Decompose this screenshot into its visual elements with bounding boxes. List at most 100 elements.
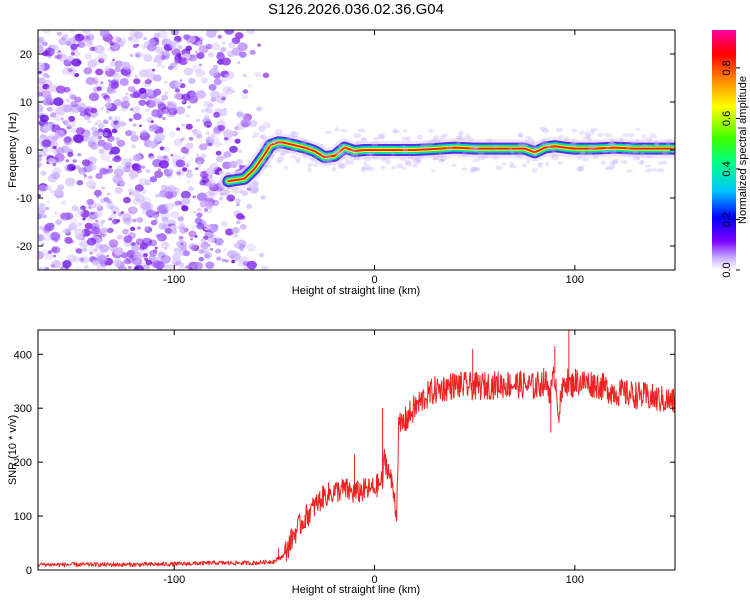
noise-blob bbox=[218, 170, 224, 175]
ridge-noise-blob bbox=[558, 135, 564, 139]
noise-blob bbox=[163, 247, 168, 251]
noise-blob bbox=[47, 174, 58, 183]
noise-blob bbox=[84, 175, 88, 179]
ridge-noise-blob bbox=[391, 165, 396, 170]
ridge-noise-blob bbox=[578, 130, 585, 135]
noise-blob bbox=[62, 33, 69, 39]
noise-blob bbox=[163, 264, 170, 269]
noise-blob bbox=[156, 62, 163, 68]
ridge-noise-blob bbox=[370, 141, 379, 147]
noise-blob bbox=[222, 129, 234, 138]
noise-blob bbox=[38, 161, 43, 168]
ridge-noise-blob bbox=[432, 135, 439, 139]
noise-blob bbox=[136, 217, 144, 223]
noise-blob bbox=[38, 266, 45, 270]
noise-blob bbox=[84, 39, 94, 48]
ridge-noise-blob bbox=[509, 164, 517, 169]
ridge-noise-blob bbox=[276, 159, 282, 164]
ridge-noise-blob bbox=[587, 137, 593, 142]
ridge-noise-blob bbox=[276, 145, 285, 149]
ridge-noise-blob bbox=[348, 160, 355, 166]
noise-blob bbox=[170, 30, 179, 36]
noise-blob bbox=[149, 125, 153, 128]
ridge-noise-blob bbox=[464, 133, 471, 139]
x-tick-label: 0 bbox=[371, 274, 377, 286]
noise-blob bbox=[161, 94, 169, 101]
ridge-noise-blob bbox=[368, 151, 375, 157]
ridge-noise-blob bbox=[571, 128, 578, 133]
noise-blob bbox=[138, 87, 147, 94]
ridge-noise-blob bbox=[390, 150, 396, 156]
noise-blob bbox=[180, 190, 191, 200]
snr-x-axis-title: Height of straight line (km) bbox=[292, 584, 420, 596]
ridge-noise-blob bbox=[456, 141, 461, 145]
noise-blob bbox=[100, 233, 106, 238]
ridge-noise-blob bbox=[283, 149, 291, 155]
noise-blob bbox=[214, 141, 222, 148]
noise-blob bbox=[200, 108, 206, 114]
spectrogram-ridge bbox=[219, 126, 675, 191]
noise-blob bbox=[163, 168, 169, 174]
noise-blob bbox=[44, 252, 54, 260]
ridge-noise-blob bbox=[295, 159, 301, 164]
ridge-noise-blob bbox=[663, 160, 668, 165]
noise-blob bbox=[238, 149, 243, 154]
noise-blob bbox=[174, 200, 182, 206]
ridge-noise-blob bbox=[392, 128, 398, 134]
ridge-noise-blob bbox=[438, 158, 445, 162]
ridge-noise-blob bbox=[337, 162, 344, 168]
ridge-noise-blob bbox=[608, 164, 616, 170]
ridge-noise-blob bbox=[520, 143, 525, 148]
noise-blob bbox=[82, 247, 88, 252]
y-tick-label: 300 bbox=[14, 403, 32, 415]
noise-blob bbox=[191, 64, 202, 73]
noise-blob bbox=[38, 250, 44, 260]
ridge-noise-blob bbox=[360, 137, 368, 142]
noise-blob bbox=[221, 57, 231, 66]
noise-blob bbox=[249, 49, 256, 55]
ridge-noise-blob bbox=[275, 146, 281, 152]
noise-blob bbox=[226, 194, 236, 202]
noise-blob bbox=[155, 211, 160, 215]
ridge-noise-blob bbox=[357, 128, 366, 133]
noise-blob bbox=[70, 218, 78, 225]
noise-blob bbox=[95, 243, 103, 249]
ridge-noise-blob bbox=[607, 142, 615, 146]
ridge-noise-blob bbox=[473, 166, 480, 172]
noise-blob bbox=[246, 187, 251, 191]
ridge-noise-blob bbox=[301, 138, 308, 144]
noise-blob bbox=[44, 222, 55, 232]
noise-blob bbox=[178, 57, 188, 66]
noise-blob bbox=[101, 92, 108, 99]
noise-blob bbox=[95, 172, 103, 180]
noise-blob bbox=[148, 142, 156, 148]
ridge-noise-blob bbox=[653, 140, 660, 146]
noise-blob bbox=[204, 253, 210, 259]
noise-blob bbox=[87, 120, 92, 124]
noise-blob bbox=[193, 210, 197, 214]
y-tick-label: 20 bbox=[20, 49, 32, 61]
noise-blob bbox=[38, 213, 43, 220]
noise-blob bbox=[42, 123, 53, 132]
noise-blob bbox=[47, 79, 51, 82]
noise-blob bbox=[187, 160, 191, 163]
noise-blob bbox=[203, 114, 210, 120]
snr-series-line bbox=[38, 366, 675, 568]
noise-blob bbox=[174, 55, 181, 61]
noise-blob bbox=[185, 59, 189, 63]
noise-blob bbox=[208, 68, 219, 77]
ridge-noise-blob bbox=[492, 144, 498, 149]
noise-blob bbox=[90, 185, 96, 190]
ridge-noise-blob bbox=[378, 133, 386, 139]
ridge-noise-blob bbox=[458, 132, 463, 138]
noise-blob bbox=[205, 107, 213, 114]
ridge-noise-blob bbox=[517, 132, 523, 138]
ridge-noise-blob bbox=[539, 126, 547, 132]
noise-blob bbox=[72, 159, 77, 163]
noise-blob bbox=[205, 136, 215, 144]
noise-blob bbox=[96, 264, 107, 270]
ridge-noise-blob bbox=[634, 127, 641, 131]
noise-blob bbox=[154, 170, 164, 178]
noise-blob bbox=[180, 138, 184, 142]
noise-blob bbox=[194, 217, 203, 225]
